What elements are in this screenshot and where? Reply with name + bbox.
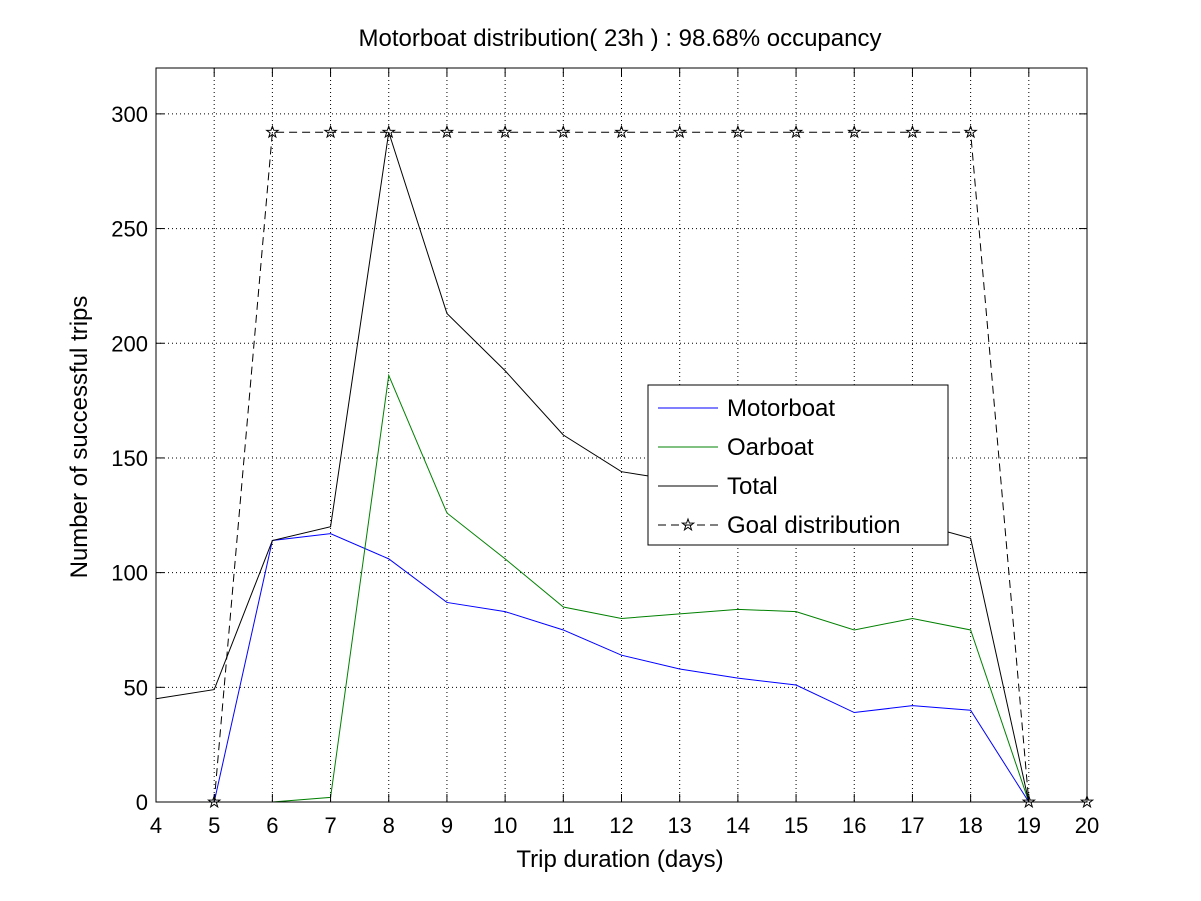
x-tick-label: 20 xyxy=(1075,813,1099,838)
x-tick-label: 5 xyxy=(208,813,220,838)
data-point-goal-distribution xyxy=(497,124,513,139)
legend: Motorboat Oarboat Total Goal distribution xyxy=(647,384,949,546)
x-axis-title: Trip duration (days) xyxy=(516,846,723,873)
x-tick-label: 8 xyxy=(383,813,395,838)
y-tick-label: 100 xyxy=(111,561,148,586)
data-point-goal-distribution xyxy=(788,124,804,139)
x-tick-label: 6 xyxy=(266,813,278,838)
data-point-goal-distribution xyxy=(265,124,280,139)
x-tick-label: 11 xyxy=(552,813,575,838)
data-point-goal-distribution xyxy=(556,124,571,139)
x-tick-label: 9 xyxy=(441,813,453,838)
legend-box xyxy=(647,384,949,546)
x-tick-label: 16 xyxy=(842,813,866,838)
data-point-goal-distribution xyxy=(1021,794,1036,809)
y-tick-label: 150 xyxy=(111,446,148,471)
y-tick-label: 0 xyxy=(136,790,148,815)
series-line-oarboat xyxy=(156,373,1030,803)
x-tick-label: 7 xyxy=(324,813,336,838)
series-line-motorboat xyxy=(213,533,1030,803)
x-tick-label: 13 xyxy=(667,813,691,838)
data-point-goal-distribution xyxy=(614,124,629,139)
data-point-goal-distribution xyxy=(847,124,862,139)
x-tick-label: 10 xyxy=(493,813,517,838)
y-tick-label: 300 xyxy=(111,102,148,127)
series-lines xyxy=(155,124,1095,809)
y-tick-label: 200 xyxy=(111,331,148,356)
x-tick-label: 17 xyxy=(900,813,924,838)
x-tick-label: 12 xyxy=(609,813,633,838)
x-tick-label: 18 xyxy=(958,813,982,838)
x-tick-label: 15 xyxy=(784,813,808,838)
x-tick-label: 14 xyxy=(726,813,750,838)
data-point-goal-distribution xyxy=(207,794,222,809)
data-point-goal-distribution xyxy=(672,124,687,139)
legend-label-total: Total xyxy=(727,473,778,500)
x-tick-label: 4 xyxy=(150,813,162,838)
axis-ticks xyxy=(155,68,1088,803)
legend-marker-goal-distribution xyxy=(680,517,696,532)
data-point-goal-distribution xyxy=(963,124,978,139)
chart-title: Motorboat distribution( 23h ) : 98.68% o… xyxy=(359,25,882,52)
legend-label-motorboat: Motorboat xyxy=(727,395,835,422)
data-point-goal-distribution xyxy=(381,124,396,139)
data-point-goal-distribution xyxy=(730,124,746,139)
legend-label-oarboat: Oarboat xyxy=(727,434,814,461)
data-point-goal-distribution xyxy=(323,124,338,139)
legend-label-goal-distribution: Goal distribution xyxy=(727,512,900,539)
series-line-goal-distribution xyxy=(213,131,1087,803)
y-tick-label: 50 xyxy=(124,675,148,700)
data-point-goal-distribution xyxy=(1079,794,1095,809)
data-point-goal-distribution xyxy=(439,124,455,139)
tick-labels: 4 5 6 7 8 9 10 11 12 13 14 15 16 17 18 19 20050100150200… xyxy=(111,102,1099,838)
y-axis-title: Number of successful trips xyxy=(66,296,93,579)
y-tick-label: 250 xyxy=(111,217,148,242)
data-point-goal-distribution xyxy=(905,124,920,139)
x-tick-label: 19 xyxy=(1017,813,1041,838)
